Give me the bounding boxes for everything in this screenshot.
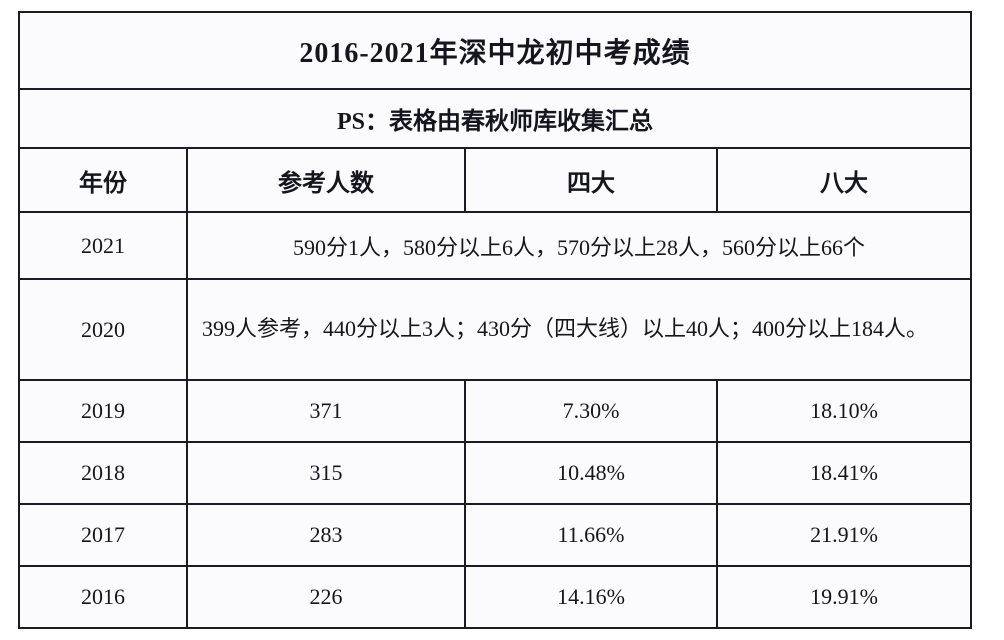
merged-detail-cell: 399人参考，440分以上3人；430分（四大线）以上40人；400分以上184… — [185, 278, 973, 381]
table-note: PS：表格由春秋师库收集汇总 — [17, 88, 973, 149]
eight-cell: 18.41% — [715, 441, 973, 505]
participants-cell: 283 — [186, 503, 466, 567]
year-cell: 2020 — [18, 278, 188, 381]
year-cell: 2021 — [18, 211, 188, 280]
eight-cell: 21.91% — [715, 503, 973, 567]
four-cell: 10.48% — [464, 441, 718, 505]
header-four: 四大 — [464, 147, 718, 213]
eight-cell: 19.91% — [715, 565, 973, 629]
table-row: 2019 371 7.30% 18.10% — [18, 379, 973, 443]
title-row: 2016-2021年深中龙初中考成绩 — [17, 11, 973, 90]
note-row: PS：表格由春秋师库收集汇总 — [17, 88, 973, 149]
four-cell: 11.66% — [464, 503, 718, 567]
merged-detail-cell: 590分1人，580分以上6人，570分以上28人，560分以上66个 — [185, 211, 973, 280]
participants-cell: 226 — [186, 565, 466, 629]
four-cell: 7.30% — [464, 379, 718, 443]
eight-cell: 18.10% — [715, 379, 973, 443]
participants-cell: 315 — [186, 441, 466, 505]
table-row: 2018 315 10.48% 18.41% — [18, 441, 973, 505]
header-eight: 八大 — [715, 147, 973, 213]
table-row: 2021 590分1人，580分以上6人，570分以上28人，560分以上66个 — [18, 211, 973, 280]
four-cell: 14.16% — [464, 565, 718, 629]
table-row: 2017 283 11.66% 21.91% — [18, 503, 973, 567]
participants-cell: 371 — [186, 379, 466, 443]
header-row: 年份 参考人数 四大 八大 — [18, 147, 973, 213]
year-cell: 2017 — [18, 503, 188, 567]
year-cell: 2016 — [18, 565, 188, 629]
table-row: 2020 399人参考，440分以上3人；430分（四大线）以上40人；400分… — [18, 278, 973, 381]
score-table: 2016-2021年深中龙初中考成绩 PS：表格由春秋师库收集汇总 年份 参考人… — [17, 11, 973, 629]
header-participants: 参考人数 — [186, 147, 466, 213]
table-row: 2016 226 14.16% 19.91% — [18, 565, 973, 629]
year-cell: 2019 — [18, 379, 188, 443]
year-cell: 2018 — [18, 441, 188, 505]
header-year: 年份 — [18, 147, 188, 213]
table-title: 2016-2021年深中龙初中考成绩 — [17, 11, 973, 90]
